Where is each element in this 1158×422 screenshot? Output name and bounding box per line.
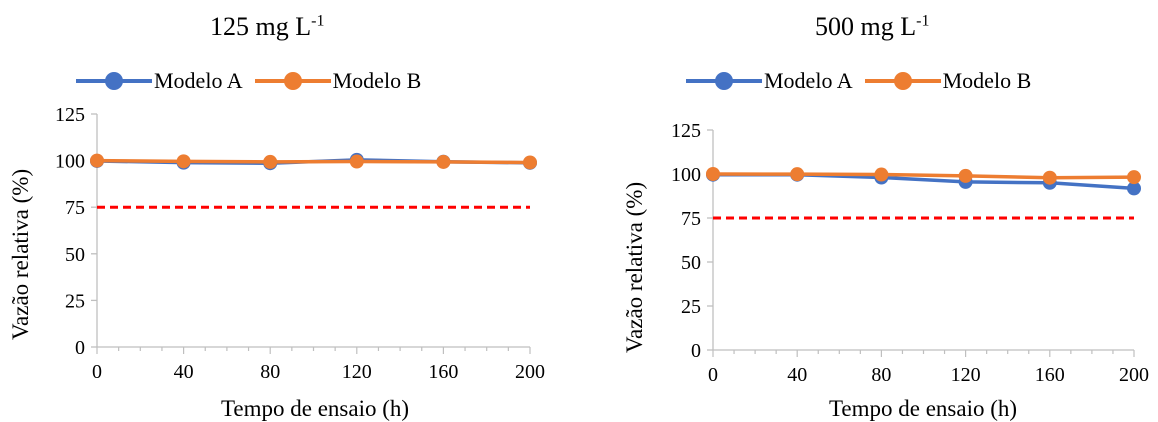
x-tick-label: 80: [260, 361, 280, 383]
x-tick-label: 120: [951, 364, 981, 386]
data-point-a: [1127, 181, 1141, 196]
x-tick-label: 0: [708, 364, 718, 386]
data-point-b: [1042, 170, 1057, 185]
data-point-b: [349, 154, 364, 169]
legend-swatch-series-a: [76, 72, 152, 90]
y-tick-label: 100: [55, 151, 85, 173]
series-line-b: [96, 158, 531, 165]
series-line-b: [712, 172, 1135, 180]
y-tick-label: 50: [65, 244, 85, 266]
legend-item-series-b: Modelo B: [254, 68, 422, 94]
y-tick-label: 100: [671, 164, 701, 186]
data-point-b: [874, 167, 889, 182]
plot-area: 0 25 50 75 100 125 0 40 80 120 160 200: [55, 104, 545, 383]
legend-swatch-series-b: [864, 72, 941, 90]
y-tick-label: 0: [691, 340, 701, 362]
x-tick-label: 80: [871, 364, 891, 386]
y-tick-label: 25: [681, 296, 701, 318]
x-tick-label: 40: [787, 364, 807, 386]
legend-swatch-series-a: [686, 72, 762, 90]
chart-title: 125 mg L-1: [210, 12, 324, 42]
legend-item-series-a: Modelo A: [76, 68, 243, 94]
chart-title-text: 500 mg L: [815, 12, 917, 41]
chart-title-sup: -1: [311, 12, 325, 30]
data-point-b: [790, 167, 805, 182]
x-axis-label: Tempo de ensaio (h): [828, 396, 1018, 421]
data-point-b: [263, 154, 278, 169]
legend-item-series-b: Modelo B: [864, 68, 1032, 94]
x-tick-label: 160: [1035, 364, 1065, 386]
y-tick-label: 125: [671, 120, 701, 142]
x-tick-label: 0: [92, 361, 102, 383]
legend-label-series-a: Modelo A: [764, 68, 853, 93]
x-tick-label: 200: [515, 361, 545, 383]
chart-legend: Modelo A Modelo B: [76, 68, 433, 94]
legend-swatch-series-b: [254, 72, 331, 90]
legend-label-series-a: Modelo A: [154, 68, 243, 93]
y-tick-label: 75: [681, 208, 701, 230]
x-tick-label: 120: [342, 361, 372, 383]
data-point-b: [706, 167, 720, 181]
chart-panel-500: 500 mg L-1 Modelo A Modelo B Vazão relat…: [600, 0, 1158, 421]
x-tick-label: 40: [174, 361, 194, 383]
data-point-b: [1127, 170, 1141, 185]
data-point-b: [176, 154, 191, 169]
x-tick-label: 160: [428, 361, 458, 383]
data-point-b: [90, 153, 104, 168]
chart-title-sup: -1: [916, 12, 930, 30]
legend-label-series-b: Modelo B: [332, 68, 422, 93]
legend-label-series-b: Modelo B: [942, 68, 1032, 93]
legend-item-series-a: Modelo A: [686, 68, 853, 94]
data-point-b: [436, 154, 451, 169]
chart-panel-125: 125 mg L-1 Modelo A Modelo B Vazão relat…: [0, 0, 575, 421]
y-tick-label: 0: [75, 337, 85, 359]
y-tick-label: 125: [55, 104, 85, 126]
x-tick-label: 200: [1119, 364, 1149, 386]
y-tick-label: 25: [65, 290, 85, 312]
data-point-b: [523, 155, 537, 170]
y-tick-label: 75: [65, 197, 85, 219]
y-tick-label: 50: [681, 252, 701, 274]
chart-legend: Modelo A Modelo B: [686, 68, 1043, 94]
chart-title-text: 125 mg L: [210, 12, 312, 41]
x-axis-label: Tempo de ensaio (h): [220, 396, 410, 421]
data-point-b: [958, 168, 973, 183]
chart-title: 500 mg L-1: [815, 12, 929, 42]
plot-area: 0 25 50 75 100 125 0 40 80 120 160 200: [671, 120, 1149, 386]
